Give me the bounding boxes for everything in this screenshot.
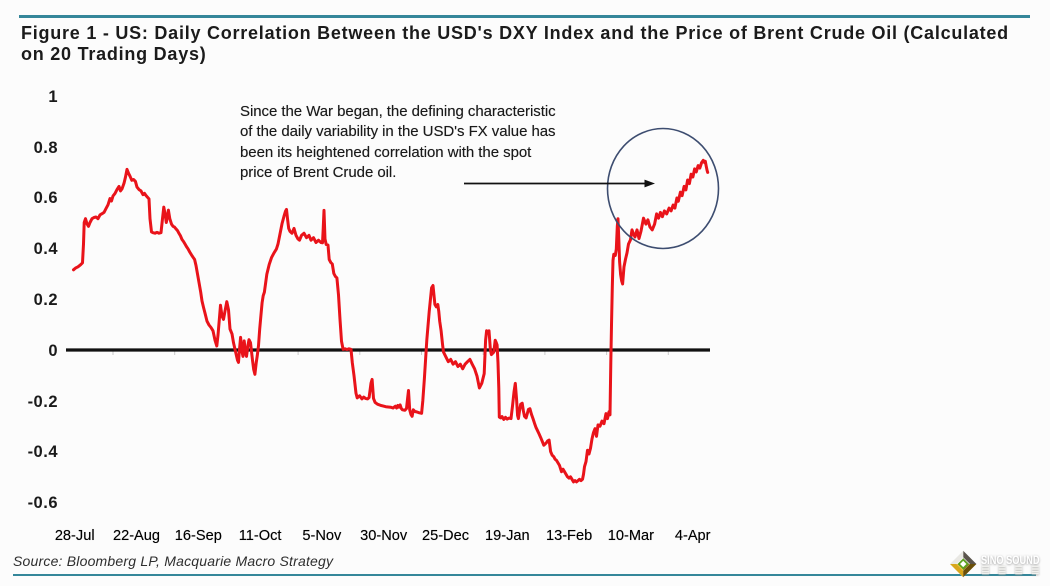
svg-text:SINO SOUND: SINO SOUND [981,553,1040,567]
